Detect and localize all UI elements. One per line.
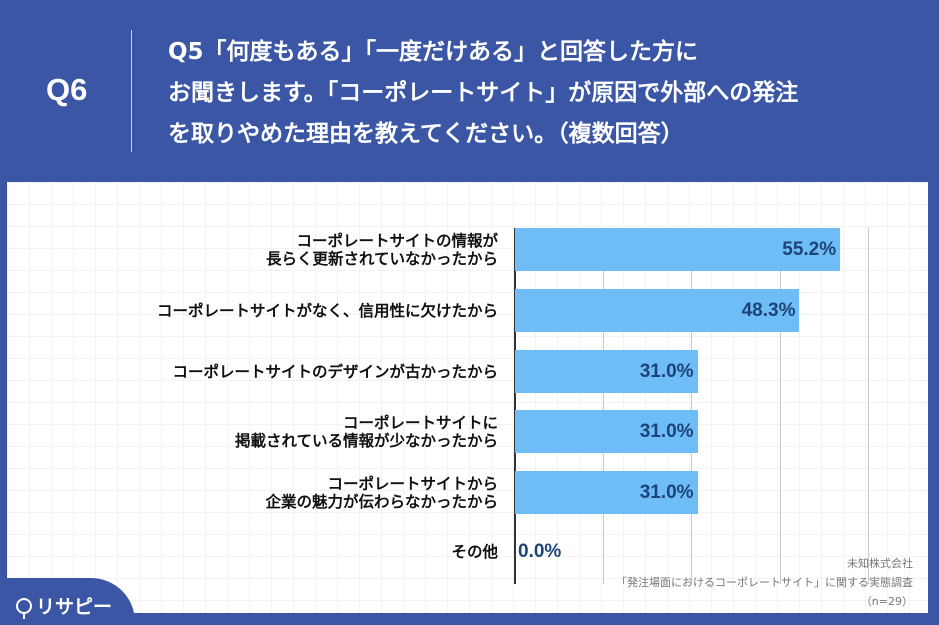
bar [515,471,698,514]
gridline [603,228,604,584]
chart-panel: コーポレートサイトの情報が 長らく更新されていなかったから 55.2% コーポレートサ… [7,182,928,613]
category-label: その他 [451,530,498,574]
chart-row: コーポレートサイトのデザインが古かったから 31.0% [7,350,928,394]
pin-icon [16,597,32,619]
category-label: コーポレートサイトがなく、信用性に欠けたから [157,289,498,333]
value-label: 31.0% [639,361,694,382]
category-label-line: コーポレートサイトのデザインが古かったから [172,363,498,381]
header-divider [131,30,132,152]
bar [515,410,698,453]
logo-text: リサピー [36,596,113,618]
chart-row: その他 0.0% [7,530,928,574]
category-label-line: 企業の魅力が伝わらなかったから [265,493,498,511]
category-label: コーポレートサイトの情報が 長らく更新されていなかったから [266,228,498,272]
value-label: 31.0% [639,482,694,503]
chart-row: コーポレートサイトがなく、信用性に欠けたから 48.3% [7,289,928,333]
question-number: Q6 [46,72,88,107]
chart-row: コーポレートサイトに 掲載されている情報が少なかったから 31.0% [7,410,928,454]
value-label: 48.3% [741,300,796,321]
gridline [691,228,692,584]
chart-row: コーポレートサイトから 企業の魅力が伝わらなかったから 31.0% [7,471,928,515]
source-survey: 「発注場面におけるコーポレートサイト」に関する実態調査 [616,576,913,589]
source-note: 未知株式会社 「発注場面におけるコーポレートサイト」に関する実態調査 （n=29… [616,554,913,611]
gridline [780,228,781,584]
question-text: Q5「何度もある」「一度だけある」と回答した方に お聞きします。「コーポレートサ… [168,39,799,147]
brand-logo: リサピー [16,592,112,619]
y-axis-line [514,228,516,584]
category-label: コーポレートサイトのデザインが古かったから [172,350,498,394]
value-label: 0.0% [518,541,562,562]
category-label-line: 掲載されている情報が少なかったから [234,432,498,450]
value-label: 55.2% [782,239,837,260]
bar [515,289,800,332]
bar [515,228,841,271]
category-label-line: コーポレートサイトの情報が [296,232,498,250]
category-label-line: コーポレートサイトから [327,475,498,493]
source-sample: （n=29） [860,595,913,608]
footer-bar [0,613,939,625]
category-label: コーポレートサイトから 企業の魅力が伝わらなかったから [265,471,498,515]
category-label-line: 長らく更新されていなかったから [265,250,498,268]
bar [515,350,698,393]
category-label: コーポレートサイトに 掲載されている情報が少なかったから [235,410,498,454]
chart-row: コーポレートサイトの情報が 長らく更新されていなかったから 55.2% [7,228,928,272]
category-label-line: コーポレートサイトに [342,414,498,432]
source-company: 未知株式会社 [847,557,913,570]
gridline [868,228,869,584]
category-label-line: コーポレートサイトがなく、信用性に欠けたから [156,302,498,320]
question-header: Q6 Q5「何度もある」「一度だけある」と回答した方に お聞きします。「コーポレ… [0,0,939,182]
value-label: 31.0% [639,421,694,442]
category-label-line: その他 [451,543,498,561]
